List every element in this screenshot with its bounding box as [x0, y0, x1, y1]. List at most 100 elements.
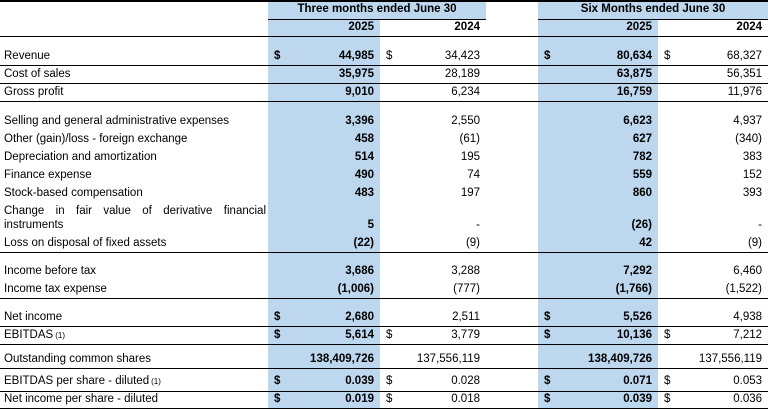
gap-cell	[486, 391, 538, 409]
gap-cell	[486, 262, 538, 280]
table-row: Revenue $44,985 $34,423 $80,634 $68,327	[0, 47, 768, 66]
row-label: Selling and general administrative expen…	[4, 115, 230, 127]
value-cell: (1,522)	[658, 280, 768, 299]
dollar-sign: $	[544, 49, 551, 62]
value-cell: (1,006)	[268, 280, 380, 299]
value-cell: 3,396	[268, 112, 380, 131]
value-cell: 393	[742, 187, 763, 199]
value-cell: $0.071	[538, 374, 658, 392]
value-cell: $34,423	[380, 47, 486, 66]
year-header-row: 2025 2024 2025 2024	[0, 19, 768, 37]
corner-cell	[0, 19, 268, 37]
gap-cell	[486, 350, 538, 369]
value-cell: $44,985	[268, 47, 380, 66]
value-cell: (777)	[380, 280, 486, 299]
value-cell: 56,351	[658, 65, 768, 84]
value-cell: -	[758, 219, 763, 231]
value-cell: $10,136	[538, 326, 658, 345]
gap-cell	[486, 148, 538, 166]
table-row: Loss on disposal of fixed assets (22) (9…	[0, 234, 768, 253]
dollar-sign: $	[664, 49, 671, 62]
value-cell: 559	[538, 166, 658, 185]
gap-cell	[486, 308, 538, 327]
value-cell: (9)	[380, 234, 486, 253]
row-label: Depreciation and amortization	[4, 151, 157, 163]
table-row: Depreciation and amortization 514 195 78…	[0, 148, 768, 167]
row-label: Income before tax	[4, 265, 97, 277]
value-cell: $7,212	[658, 326, 768, 345]
value-cell: 860	[538, 184, 658, 203]
value-cell: -	[476, 219, 480, 231]
dollar-sign: $	[386, 49, 393, 62]
value-cell: 4,938	[658, 308, 768, 327]
gap-cell	[486, 280, 538, 299]
gap-cell	[486, 112, 538, 130]
value-cell: 42	[538, 234, 658, 253]
year-header-q-2024: 2024	[380, 19, 486, 37]
spacer-row	[0, 368, 768, 375]
value-cell: 138,409,726	[538, 350, 658, 369]
gap-cell	[486, 83, 538, 102]
table-row: Net income $2,680 2,511 $5,526 4,938	[0, 308, 768, 327]
row-label: Stock-based compensation	[4, 187, 143, 199]
value-cell: 4,937	[733, 115, 763, 127]
value-cell: $0.039	[268, 374, 380, 392]
row-label: Net income	[0, 308, 268, 327]
value-cell: 2,511	[380, 308, 486, 327]
row-label: EBITDAS per share - diluted (1)	[0, 374, 268, 392]
value-cell: 9,010	[268, 83, 380, 102]
value-cell: 383	[742, 151, 763, 163]
table-row: Other (gain)/loss - foreign exchange 458…	[0, 130, 768, 149]
spacer-row	[0, 252, 768, 263]
dollar-sign: $	[274, 49, 281, 62]
value-cell: (1,766)	[538, 280, 658, 299]
value-cell: 35,975	[268, 65, 380, 84]
value-cell: $80,634	[538, 47, 658, 66]
spacer-row	[0, 344, 768, 351]
value-cell: 63,875	[538, 65, 658, 84]
value-cell: $0.039	[538, 391, 658, 409]
table-row: Cost of sales 35,975 28,189 63,875 56,35…	[0, 65, 768, 84]
value-cell: 5	[268, 202, 380, 235]
value-cell: (61)	[459, 133, 480, 145]
gap-cell	[486, 184, 538, 202]
value-cell: $5,526	[538, 308, 658, 327]
value-cell: $5,614	[268, 326, 380, 345]
row-label: Other (gain)/loss - foreign exchange	[4, 133, 188, 145]
table-row: Income before tax 3,686 3,288 7,292 6,46…	[0, 262, 768, 281]
year-header-h-2024: 2024	[658, 19, 768, 37]
row-label: Loss on disposal of fixed assets	[0, 234, 268, 253]
footnote-marker: (1)	[55, 330, 65, 340]
row-label: Income tax expense	[0, 280, 268, 299]
value-cell: $0.053	[658, 374, 768, 392]
row-label: EBITDAS (1)	[0, 326, 268, 345]
gap-cell	[486, 47, 538, 66]
table-row: EBITDAS (1) $5,614 $3,779 $10,136 $7,212	[0, 326, 768, 345]
value-cell: 16,759	[538, 83, 658, 102]
year-header-q-2025: 2025	[268, 19, 380, 37]
value-cell: 6,234	[380, 83, 486, 102]
table-row: Outstanding common shares 138,409,726 13…	[0, 350, 768, 369]
gap-cell	[486, 202, 538, 234]
spacer-row	[0, 298, 768, 309]
table-row: Stock-based compensation 483 197 860 393	[0, 184, 768, 203]
column-group-header-row: Three months ended June 30 Six Months en…	[0, 1, 768, 20]
value-cell: $0.028	[380, 374, 486, 392]
value-cell: 137,556,119	[658, 350, 768, 369]
row-label: Change in fair value of derivative finan…	[4, 204, 266, 231]
value-cell: 7,292	[538, 262, 658, 281]
value-cell: 197	[460, 187, 480, 199]
table-row: Change in fair value of derivative finan…	[0, 202, 768, 235]
row-label: Net income per share - diluted	[0, 391, 268, 409]
row-label: Cost of sales	[0, 65, 268, 84]
row-label: Outstanding common shares	[0, 350, 268, 369]
value-cell: (26)	[538, 202, 658, 235]
value-cell: 6,623	[538, 112, 658, 131]
value-cell: 74	[467, 169, 480, 181]
gap-cell	[486, 166, 538, 184]
row-label: Finance expense	[4, 169, 92, 181]
gap-cell	[486, 65, 538, 84]
gap-cell	[486, 374, 538, 392]
